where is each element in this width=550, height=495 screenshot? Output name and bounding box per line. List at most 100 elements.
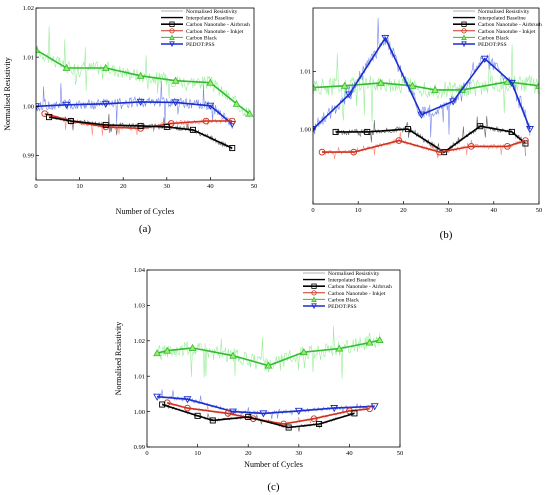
data-point	[381, 34, 390, 43]
x-tick-label: 30	[164, 183, 171, 190]
data-point	[163, 346, 172, 354]
raw-trace-3	[162, 402, 355, 432]
panel-b: 0 10 20 30 40 50 1.00 1.01 (b) Normalised Resisti…	[300, 7, 543, 241]
plot-area	[153, 326, 384, 432]
data-point	[101, 63, 110, 71]
data-point	[245, 109, 254, 117]
data-point	[153, 349, 161, 357]
data-point	[364, 128, 371, 135]
data-point	[228, 117, 236, 125]
x-tick-label: 10	[355, 207, 362, 214]
x-tick-label: 30	[296, 450, 303, 457]
panel-label: (a)	[139, 223, 152, 235]
legend-label: Carbon Nanotube - Inkjet	[328, 291, 386, 297]
data-point	[41, 110, 49, 117]
series-line-1	[313, 36, 531, 130]
data-point	[375, 336, 384, 344]
x-tick-label: 40	[346, 450, 353, 457]
y-tick-label: 1.03	[134, 303, 145, 310]
legend-marker	[169, 21, 175, 27]
y-tick-label: 1.04	[134, 267, 146, 274]
legend-label: Carbon Black	[186, 35, 217, 41]
data-point	[404, 126, 411, 133]
legend-label: Carbon Nanotube - Inkjet	[478, 29, 536, 35]
data-point	[137, 122, 144, 129]
data-point	[376, 78, 385, 86]
y-tick-label: 1.01	[134, 373, 145, 380]
legend-marker	[311, 303, 317, 310]
data-point	[366, 405, 373, 413]
raw-trace-1	[36, 80, 233, 130]
data-point	[259, 410, 268, 418]
data-point	[395, 137, 403, 144]
series-line-3	[161, 403, 355, 429]
y-axis-label: Normalised Resistivity	[114, 322, 123, 396]
data-point	[449, 98, 458, 106]
data-point	[136, 98, 145, 106]
data-point	[188, 343, 197, 351]
data-point	[194, 412, 201, 419]
data-point	[431, 85, 439, 93]
y-tick-label: 1.01	[300, 69, 311, 76]
legend-marker	[461, 41, 467, 48]
data-point	[67, 118, 74, 125]
data-point	[477, 123, 484, 130]
data-point	[101, 100, 110, 108]
y-tick-label: 1.00	[23, 103, 34, 110]
x-tick-label: 50	[536, 207, 543, 214]
x-tick-label: 40	[207, 183, 214, 190]
data-point	[480, 55, 489, 63]
y-axis-label: Normalised Resistivity	[3, 57, 12, 131]
data-point	[245, 413, 252, 420]
data-point	[36, 45, 40, 53]
data-point	[206, 102, 215, 110]
data-point	[102, 121, 109, 128]
y-tick-label: 0.99	[134, 444, 145, 451]
y-tick-label: 1.02	[134, 338, 145, 345]
x-axis-label: Number of Cycles	[116, 207, 175, 216]
legend-label: Interpolated Baseline	[328, 278, 376, 284]
legend-label: Carbon Nanotube - Airbrush	[186, 22, 250, 28]
legend-label: Normalised Resistivity	[328, 271, 380, 277]
legend-label: Carbon Nanotube - Airbrush	[478, 22, 542, 28]
series-line-0	[36, 49, 251, 115]
data-point	[206, 78, 215, 86]
plot-area	[36, 26, 254, 152]
raw-trace-0	[156, 326, 381, 379]
data-point	[507, 79, 516, 88]
y-tick-label: 0.99	[23, 153, 34, 160]
data-point	[310, 415, 318, 423]
data-point	[62, 101, 71, 109]
data-point	[504, 143, 511, 150]
data-point	[350, 148, 358, 156]
data-point	[316, 420, 323, 427]
legend-marker	[461, 21, 467, 27]
data-point	[345, 91, 354, 99]
x-tick-label: 50	[397, 450, 404, 457]
series-line-0	[313, 80, 539, 91]
data-point	[229, 408, 237, 416]
x-tick-label: 20	[120, 183, 127, 190]
data-point	[224, 410, 232, 417]
legend-marker	[169, 41, 175, 48]
data-point	[351, 410, 358, 417]
series-line-3	[48, 116, 233, 149]
legend-label: Normalised Resistivity	[186, 9, 238, 15]
legend-marker	[461, 34, 467, 40]
data-point	[340, 81, 349, 89]
panel-label: (c)	[267, 481, 280, 493]
axes-frame	[35, 7, 255, 181]
data-point	[229, 351, 237, 359]
data-point	[264, 361, 273, 369]
legend-marker	[311, 290, 317, 296]
data-point	[417, 111, 426, 119]
axes-frame	[312, 7, 540, 205]
raw-trace-0	[313, 44, 539, 122]
legend-marker	[169, 34, 175, 40]
raw-trace-1	[156, 389, 375, 420]
data-point	[285, 424, 292, 431]
panel-label: (b)	[440, 229, 453, 241]
